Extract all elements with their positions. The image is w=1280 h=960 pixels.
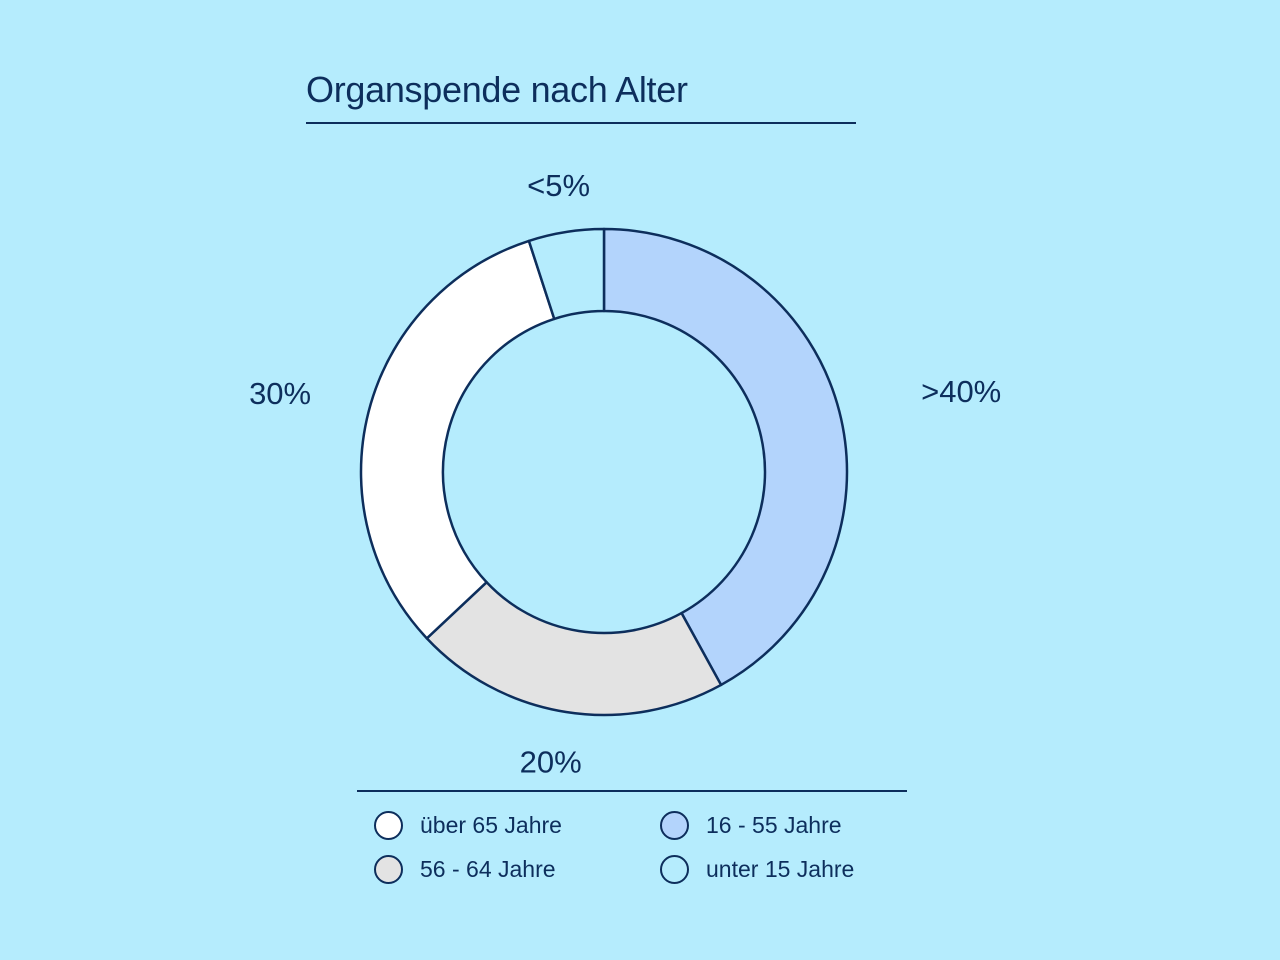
legend-swatch (660, 810, 689, 840)
legend-divider (357, 790, 907, 792)
slice-label: <5% (527, 168, 590, 203)
chart-legend: über 65 Jahre 16 - 55 Jahre 56 - 64 Jahr… (374, 808, 914, 886)
donut-slice (602, 227, 849, 687)
legend-label: 16 - 55 Jahre (706, 812, 842, 838)
legend-label: über 65 Jahre (420, 812, 562, 838)
legend-swatch (660, 854, 689, 884)
legend-item: 56 - 64 Jahre (374, 852, 660, 886)
donut-slice (359, 239, 556, 640)
chart-title: Organspende nach Alter (306, 69, 688, 110)
donut-slice (527, 227, 606, 321)
donut-slice (425, 580, 723, 717)
legend-item: über 65 Jahre (374, 808, 660, 842)
legend-item: unter 15 Jahre (660, 852, 914, 886)
legend-item: 16 - 55 Jahre (660, 808, 914, 842)
legend-label: 56 - 64 Jahre (420, 856, 556, 882)
legend-swatch (374, 854, 403, 884)
slice-label: 30% (249, 376, 311, 411)
slice-label: 20% (520, 745, 582, 780)
legend-label: unter 15 Jahre (706, 856, 855, 882)
title-divider (306, 122, 856, 124)
legend-swatch (374, 810, 403, 840)
slice-label: >40% (921, 374, 1001, 409)
